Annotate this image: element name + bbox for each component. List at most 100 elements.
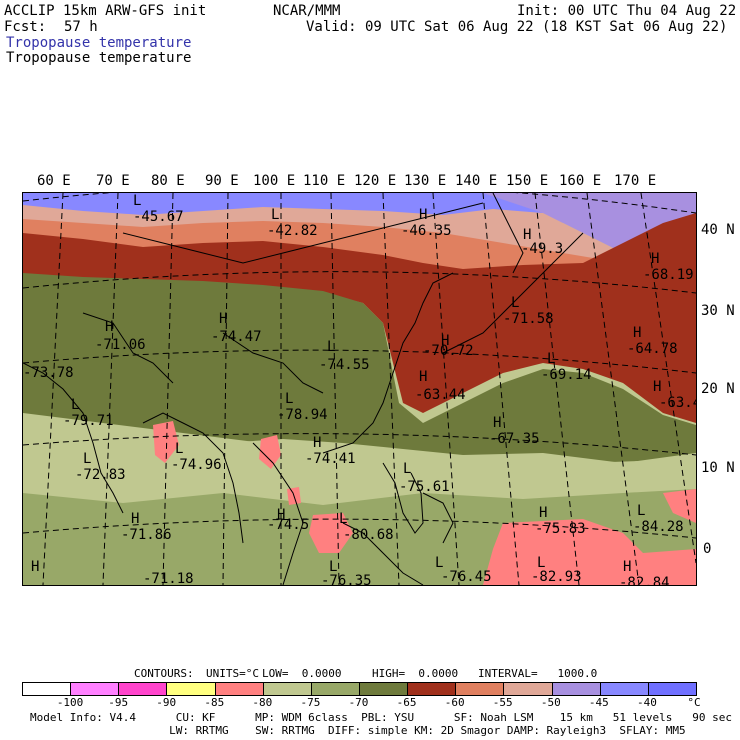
- extremum-label: H: [653, 379, 662, 395]
- colorbar-tick-label: -100: [56, 696, 84, 709]
- extremum-value: -71.58: [503, 311, 554, 327]
- extremum-value: -71.18: [143, 571, 194, 586]
- extremum-value: -73.78: [23, 365, 74, 381]
- longitude-label: 80 E: [151, 173, 185, 189]
- extremum-value: -84.28: [633, 519, 684, 535]
- extremum-value: -79.71: [63, 413, 114, 429]
- extremum-value: -74.47: [211, 329, 262, 345]
- extremum-label: L: [511, 295, 520, 311]
- extremum-value: -74.96: [171, 457, 222, 473]
- forecast-label: Fcst:: [4, 19, 47, 35]
- colorbar-tick-label: -90: [156, 696, 177, 709]
- colorbar-swatch: [71, 683, 120, 695]
- colorbar-unit: °C: [687, 696, 701, 709]
- extremum-label: H: [441, 333, 450, 349]
- extremum-label: H: [623, 559, 632, 575]
- extremum-value: -63.4: [659, 395, 697, 411]
- extremum-value: -76.45: [441, 569, 492, 585]
- colorbar-tick-label: -70: [348, 696, 369, 709]
- extremum-label: H: [633, 325, 642, 341]
- longitude-label: 150 E: [506, 173, 549, 189]
- extremum-value: -49.3: [521, 241, 564, 257]
- colorbar-swatch: [648, 683, 696, 695]
- field-subtitle: Tropopause temperature: [6, 50, 192, 66]
- colorbar-swatch: [23, 683, 72, 695]
- map-panel: L -45.67 L -42.82 H -46.35 H -49.3 H -68…: [22, 192, 697, 586]
- colorbar-tick-label: -65: [396, 696, 417, 709]
- colorbar-swatch: [167, 683, 216, 695]
- extremum-label: H: [651, 251, 660, 267]
- interval-label: INTERVAL= 1000.0: [478, 667, 598, 680]
- extremum-label: L: [329, 559, 338, 575]
- extremum-label: H: [105, 319, 114, 335]
- extremum-label: L: [403, 461, 412, 477]
- latitude-label: 40 N: [701, 222, 735, 238]
- colorbar-tick-label: -40: [636, 696, 657, 709]
- extremum-value: -45.67: [133, 209, 184, 225]
- extremum-label: L: [271, 207, 280, 223]
- latitude-label: 0: [703, 541, 712, 557]
- low-label: LOW= 0.0000: [262, 667, 342, 680]
- longitude-label: 160 E: [559, 173, 602, 189]
- extremum-label: L: [71, 397, 80, 413]
- extremum-label: H: [31, 559, 40, 575]
- colorbar-swatch: [408, 683, 457, 695]
- longitude-label: 130 E: [404, 173, 447, 189]
- longitude-label: 120 E: [354, 173, 397, 189]
- forecast-hours: 57 h: [64, 19, 98, 35]
- tropopause-temperature-field: [23, 193, 696, 585]
- model-info: Model Info: V4.4 CU: KF MP: WDM 6class P…: [30, 711, 732, 724]
- extremum-label: L: [537, 555, 546, 571]
- extremum-value: -80.68: [343, 527, 394, 543]
- extremum-label: L: [175, 441, 184, 457]
- extremum-label: H: [419, 369, 428, 385]
- extremum-label: L: [435, 555, 444, 571]
- physics-info: LW: RRTMG SW: RRTMG DIFF: simple KM: 2D …: [30, 724, 686, 737]
- extremum-label: H: [219, 311, 228, 327]
- longitude-label: 60 E: [37, 173, 71, 189]
- colorbar-tick-label: -60: [444, 696, 465, 709]
- extremum-label: L: [637, 503, 646, 519]
- colorbar-swatch: [600, 683, 649, 695]
- extremum-label: H: [493, 415, 502, 431]
- extremum-label: L: [327, 339, 336, 355]
- colorbar-swatch: [359, 683, 409, 695]
- colorbar-swatch: [263, 683, 312, 695]
- extremum-value: -82.84: [619, 575, 670, 586]
- longitude-label: 90 E: [205, 173, 239, 189]
- extremum-value: -74.41: [305, 451, 356, 467]
- extremum-value: -82.93: [531, 569, 582, 585]
- colorbar-tick-label: -95: [108, 696, 129, 709]
- longitude-label: 100 E: [253, 173, 296, 189]
- extremum-value: -78.94: [277, 407, 328, 423]
- extremum-label: L: [133, 193, 142, 209]
- colorbar-tick-label: -75: [300, 696, 321, 709]
- extremum-value: -75.61: [399, 479, 450, 495]
- extremum-value: -69.14: [541, 367, 592, 383]
- model-title: ACCLIP 15km ARW-GFS init: [4, 3, 207, 19]
- units-label: UNITS=°C: [206, 667, 259, 680]
- colorbar-swatch: [119, 683, 168, 695]
- extremum-value: -76.35: [321, 573, 372, 586]
- extremum-value: -72.83: [75, 467, 126, 483]
- extremum-value: -70.72: [423, 343, 474, 359]
- extremum-label: H: [539, 505, 548, 521]
- colorbar-swatch: [552, 683, 601, 695]
- colorbar-tick-label: -50: [540, 696, 561, 709]
- colorbar-swatch: [456, 683, 505, 695]
- extremum-value: -67.35: [489, 431, 540, 447]
- colorbar-tick-label: -55: [492, 696, 513, 709]
- extremum-value: -63.44: [415, 387, 466, 403]
- extremum-value: -42.82: [267, 223, 318, 239]
- colorbar-tick-label: -80: [252, 696, 273, 709]
- extremum-label: H: [419, 207, 428, 223]
- longitude-label: 110 E: [303, 173, 346, 189]
- valid-time: Valid: 09 UTC Sat 06 Aug 22 (18 KST Sat …: [306, 19, 728, 35]
- extremum-label: H: [313, 435, 322, 451]
- extremum-value: -46.35: [401, 223, 452, 239]
- longitude-label: 140 E: [455, 173, 498, 189]
- init-time: Init: 00 UTC Thu 04 Aug 22: [517, 3, 737, 19]
- extremum-label: L: [547, 351, 556, 367]
- latitude-label: 30 N: [701, 303, 735, 319]
- extremum-value: -74.5: [267, 517, 310, 533]
